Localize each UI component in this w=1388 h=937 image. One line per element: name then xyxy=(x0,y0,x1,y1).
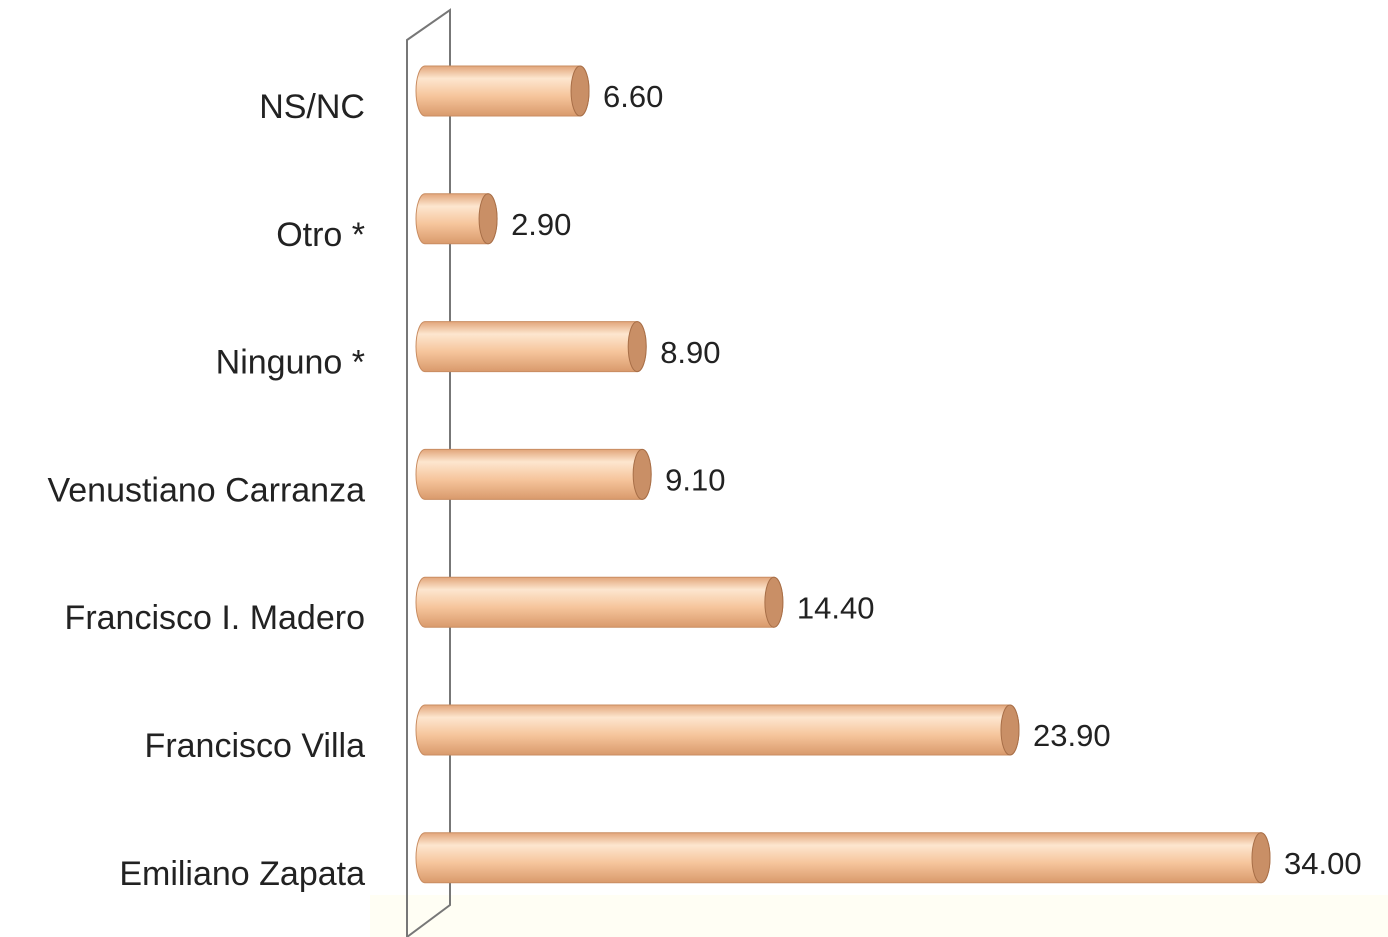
value-label: 8.90 xyxy=(660,335,720,370)
value-label: 14.40 xyxy=(797,590,875,625)
category-label: Venustiano Carranza xyxy=(47,471,365,509)
value-label: 23.90 xyxy=(1033,718,1111,753)
bar-body xyxy=(415,448,652,500)
category-label: Francisco I. Madero xyxy=(65,599,365,637)
floor xyxy=(370,895,1388,937)
bar xyxy=(415,65,590,117)
bar-cap xyxy=(478,193,498,245)
bar-body xyxy=(415,704,1020,756)
bar-body xyxy=(415,321,647,373)
bar-cap xyxy=(1000,704,1020,756)
bar xyxy=(415,321,647,373)
bar xyxy=(415,448,652,500)
value-label: 9.10 xyxy=(665,463,725,498)
bar xyxy=(415,832,1271,884)
value-label: 34.00 xyxy=(1284,846,1362,881)
value-label: 2.90 xyxy=(511,207,571,242)
bar xyxy=(415,704,1020,756)
category-label: NS/NC xyxy=(259,88,365,126)
bar-cap xyxy=(570,65,590,117)
bar-body xyxy=(415,65,590,117)
bar xyxy=(415,576,784,628)
bar-body xyxy=(415,576,784,628)
value-label: 6.60 xyxy=(603,79,663,114)
category-label: Otro * xyxy=(276,216,365,254)
category-label: Emiliano Zapata xyxy=(119,855,365,893)
axis-wall xyxy=(406,8,451,937)
bar-cap xyxy=(1251,832,1271,884)
category-label: Francisco Villa xyxy=(145,727,366,765)
bar-cap xyxy=(632,448,652,500)
bar-body xyxy=(415,832,1271,884)
bar-cap xyxy=(764,576,784,628)
category-label: Ninguno * xyxy=(216,344,365,382)
bar-cap xyxy=(627,321,647,373)
bar xyxy=(415,193,498,245)
